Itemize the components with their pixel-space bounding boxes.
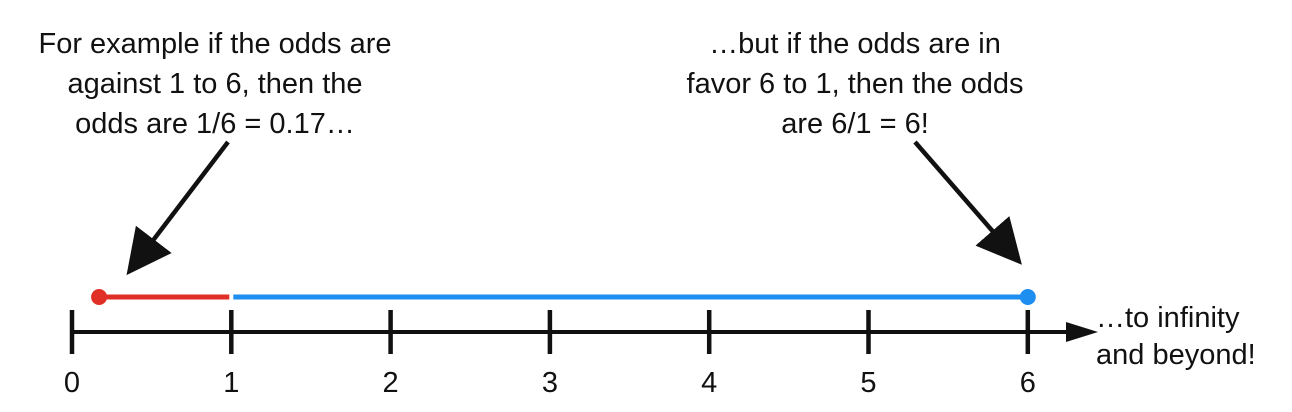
infinity-note-line-1: …to infinity xyxy=(1096,302,1240,334)
tick-label-6: 6 xyxy=(1020,367,1036,399)
tick-label-5: 5 xyxy=(860,367,876,399)
odds-points xyxy=(91,289,1036,305)
infinity-note-line-2: and beyond! xyxy=(1096,339,1256,371)
favor-note-line-3: are 6/1 = 6! xyxy=(781,108,929,140)
tick-label-3: 3 xyxy=(542,367,558,399)
against-note-line-2: against 1 to 6, then the xyxy=(67,68,363,100)
against-pointer-arrow xyxy=(126,140,230,276)
tick-label-2: 2 xyxy=(383,367,399,399)
favor-odds-annotation: …but if the odds are in favor 6 to 1, th… xyxy=(630,24,1080,144)
against-odds-point xyxy=(91,289,108,305)
favor-pointer-arrow xyxy=(913,140,1022,265)
tick-label-4: 4 xyxy=(701,367,717,399)
against-note-line-3: odds are 1/6 = 0.17… xyxy=(75,108,355,140)
favor-note-line-1: …but if the odds are in xyxy=(709,28,1001,60)
favor-note-line-2: favor 6 to 1, then the odds xyxy=(686,68,1024,100)
favor-odds-point xyxy=(1019,289,1036,305)
infinity-annotation: …to infinity and beyond! xyxy=(1096,300,1292,374)
against-note-line-1: For example if the odds are xyxy=(38,28,392,60)
axis-ticks: 0 1 2 3 4 5 6 xyxy=(64,310,1036,399)
tick-label-0: 0 xyxy=(64,367,80,399)
axis-arrowhead xyxy=(1066,322,1098,342)
against-odds-annotation: For example if the odds are against 1 to… xyxy=(0,24,430,144)
tick-label-1: 1 xyxy=(223,367,239,399)
